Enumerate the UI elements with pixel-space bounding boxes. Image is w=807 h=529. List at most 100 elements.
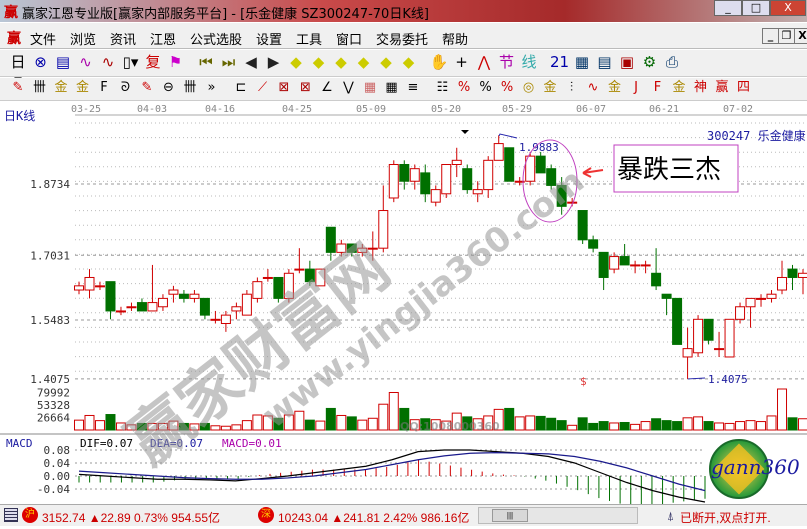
minimize-button[interactable]: _ [714, 0, 742, 16]
first-icon[interactable]: ⏮ [199, 53, 213, 71]
report-icon[interactable]: ▤ [597, 53, 612, 71]
fan-icon[interactable]: ⟋ [257, 80, 268, 95]
mdi-close-button[interactable]: X [794, 28, 807, 44]
maximize-button[interactable]: □ [742, 0, 770, 16]
spiral-icon[interactable]: ᘐ [120, 80, 131, 95]
fib-icon[interactable]: F [100, 80, 108, 95]
pen-icon[interactable]: ✎ [12, 80, 24, 95]
calendar-icon[interactable] [4, 508, 18, 522]
zoom-h-icon[interactable]: ◆ [335, 53, 347, 71]
menu-item[interactable]: 江恩 [150, 33, 177, 48]
candle-body [787, 268, 798, 278]
candle-body [74, 285, 84, 291]
j-angle-icon[interactable]: J [634, 80, 638, 95]
menu-item[interactable]: 浏览 [70, 33, 97, 48]
volume-bar [525, 415, 536, 431]
lines-icon[interactable]: 卌 [183, 80, 197, 95]
volume-bar [315, 420, 326, 431]
high-price-label: 1.9883 [519, 141, 559, 154]
menu-item[interactable]: 帮助 [442, 33, 469, 48]
candle-icon[interactable]: ▯▾ [122, 53, 139, 71]
network-icon[interactable]: ⚙ [642, 53, 657, 71]
volume-bar [714, 422, 725, 431]
restore-icon[interactable]: 复 [145, 53, 161, 71]
menu-item[interactable]: 文件 [30, 33, 57, 48]
grid2-icon[interactable]: ▦ [363, 80, 377, 95]
box-icon[interactable]: ⊏ [235, 80, 247, 95]
shen-icon[interactable]: 神 [693, 80, 707, 95]
candle-body [336, 243, 347, 253]
gold-circle-icon[interactable]: ◎ [522, 80, 535, 95]
indicator-5-icon[interactable]: ∿ [79, 53, 92, 71]
circle-icon[interactable]: ⊖ [163, 80, 174, 95]
sine-icon[interactable]: ∿ [587, 80, 599, 95]
menu-item[interactable]: 交易委托 [376, 33, 429, 48]
calendar-icon[interactable]: 21 [549, 53, 570, 71]
mdi-minimize-button[interactable]: _ [762, 28, 779, 44]
menu-item[interactable]: 资讯 [110, 33, 137, 48]
percent1-icon[interactable]: % [457, 80, 471, 95]
crosshair-icon[interactable]: + [455, 53, 468, 71]
ying-icon[interactable]: 赢 [715, 80, 729, 95]
chart-area[interactable]: 03-25 04-03 04-16 04-25 05-09 05-20 05-29 06-07… [0, 101, 807, 506]
square-icon[interactable]: ⊠ [278, 80, 290, 95]
gold2-icon[interactable]: 金 [75, 80, 89, 95]
menu-item[interactable]: 设置 [256, 33, 283, 48]
date-tick-label: 03-25 [71, 104, 101, 115]
flag-icon[interactable]: ⚑ [168, 53, 183, 71]
percent3-icon[interactable]: % [500, 80, 514, 95]
printer-icon[interactable]: ⎙ [665, 53, 678, 71]
menu-item[interactable]: 窗口 [336, 33, 363, 48]
volume-bar [94, 420, 105, 431]
volume-bar [777, 388, 788, 431]
volume-bar [598, 421, 609, 431]
calculator-icon[interactable]: ▦ [574, 53, 590, 71]
kline-chart[interactable]: 03-25 04-03 04-16 04-25 05-09 05-20 05-29 06-07… [0, 101, 807, 506]
gold3-icon[interactable]: 金 [607, 80, 621, 95]
percent2-icon[interactable]: % [479, 80, 492, 95]
节-icon[interactable]: 节 [498, 53, 514, 71]
pen2-icon[interactable]: ✎ [141, 80, 153, 95]
angle-icon[interactable]: ∠ [321, 80, 333, 95]
grid-icon[interactable]: 卌 [32, 80, 46, 95]
hand-icon[interactable]: ✋ [429, 53, 449, 71]
gold-lines-icon[interactable]: 金 [543, 80, 557, 95]
volume-bar [147, 422, 158, 431]
left-icon[interactable]: ◀ [245, 53, 257, 71]
indicator-9-icon[interactable]: ∿ [101, 53, 115, 71]
parallel-icon[interactable]: ≡ [407, 80, 419, 95]
save-icon[interactable]: ▣ [619, 53, 635, 71]
draw-line-icon[interactable]: ⋀ [477, 53, 491, 71]
table-icon[interactable]: ☷ [436, 80, 449, 95]
mdi-restore-button[interactable]: ❐ [778, 28, 795, 44]
f-angle-icon[interactable]: F [653, 80, 662, 95]
last-icon[interactable]: ⏭ [221, 53, 236, 71]
zoom-right-icon[interactable]: ◆ [312, 53, 325, 71]
zoom-v-icon[interactable]: ◆ [402, 53, 415, 71]
wave-icon[interactable]: ⋁ [343, 80, 354, 95]
right-icon[interactable]: ▶ [267, 53, 280, 71]
scrollbar-thumb[interactable]: ||| [492, 509, 528, 522]
close-button[interactable]: X [770, 0, 806, 16]
grid3-icon[interactable]: ▦ [385, 80, 398, 95]
线-icon[interactable]: 线 [521, 53, 537, 71]
connection-status[interactable]: 已断开,双点打开. [680, 511, 771, 525]
zoom-in-icon[interactable]: ◆ [357, 53, 370, 71]
candle-body [168, 289, 179, 295]
candle-body [724, 318, 735, 358]
candle-body [714, 348, 725, 351]
gold1-icon[interactable]: 金 [54, 80, 68, 95]
menu-item[interactable]: 公式选股 [190, 33, 243, 48]
notes-icon[interactable]: ▤ [55, 53, 71, 71]
status-bar: 沪 3152.74 ▲22.89 0.73% 954.55亿 深 10243.0… [0, 504, 807, 526]
more-icon[interactable]: » [207, 80, 216, 95]
chart-type-icon[interactable]: ⊗ [34, 53, 47, 71]
si-icon[interactable]: 四 [736, 80, 750, 95]
square2-icon[interactable]: ⊠ [300, 80, 311, 95]
zoom-left-icon[interactable]: ◆ [290, 53, 302, 71]
zoom-out-icon[interactable]: ◆ [380, 53, 392, 71]
bars-icon[interactable]: ⫶ [569, 80, 574, 95]
volume-bar [273, 417, 284, 431]
gold-angle-icon[interactable]: 金 [672, 80, 686, 95]
menu-item[interactable]: 工具 [296, 33, 323, 48]
